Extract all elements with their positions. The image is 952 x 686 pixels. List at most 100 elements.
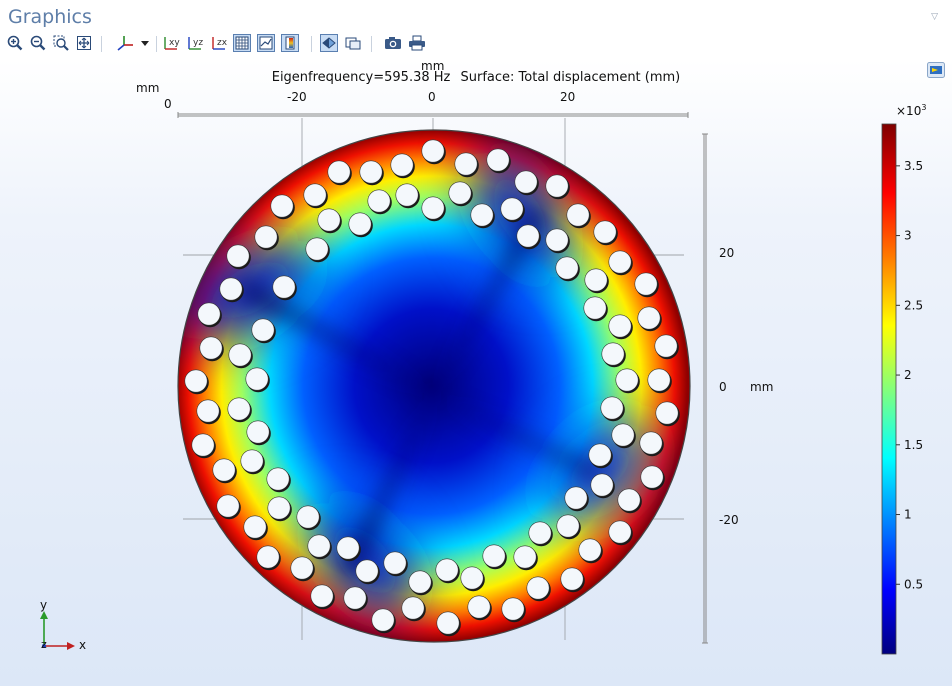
- hole-shadow: [601, 398, 625, 422]
- hole: [197, 302, 221, 326]
- displacement-surface: [178, 130, 690, 642]
- view-yz-icon[interactable]: yz: [187, 34, 209, 52]
- hole: [584, 268, 608, 292]
- hole: [564, 486, 588, 510]
- hole: [401, 596, 425, 620]
- right-axis: [702, 133, 708, 644]
- hole-shadow: [616, 370, 640, 394]
- transparency-icon[interactable]: [320, 34, 338, 52]
- triad-y-label: y: [40, 598, 48, 612]
- graphics-settings-icon[interactable]: [927, 62, 945, 78]
- hole: [578, 538, 602, 562]
- hole-shadow: [589, 445, 613, 469]
- hole-shadow: [565, 488, 589, 512]
- view-xy-icon[interactable]: xy: [163, 34, 185, 52]
- hole-shadow: [656, 403, 680, 427]
- plot-title: Eigenfrequency=595.38 Hz Surface: Total …: [0, 70, 952, 85]
- dropdown-arrow-icon[interactable]: [139, 34, 151, 52]
- hole: [545, 228, 569, 252]
- hole: [601, 342, 625, 366]
- hole: [608, 520, 632, 544]
- colorbar-tick-label: 1.5: [904, 438, 923, 452]
- colorbar-tick-label: 1: [904, 508, 912, 522]
- hole: [216, 494, 240, 518]
- hole-shadow: [546, 230, 570, 254]
- hole: [608, 250, 632, 274]
- hole: [639, 431, 663, 455]
- hole-shadow: [267, 469, 291, 493]
- hole: [266, 467, 290, 491]
- collapse-chevron-icon[interactable]: ▽: [931, 12, 938, 22]
- print-icon[interactable]: [408, 34, 426, 52]
- hole: [348, 212, 372, 236]
- hole-shadow: [241, 451, 265, 475]
- hole-shadow: [648, 370, 672, 394]
- hole: [588, 443, 612, 467]
- hole-shadow: [655, 336, 679, 360]
- hole: [307, 534, 331, 558]
- view-zx-icon[interactable]: zx: [211, 34, 233, 52]
- hole-shadow: [268, 498, 292, 522]
- hole: [590, 473, 614, 497]
- hole-shadow: [185, 371, 209, 395]
- zoom-box-icon[interactable]: [52, 34, 70, 52]
- hole-shadow: [198, 304, 222, 328]
- hole-shadow: [391, 155, 415, 179]
- hole: [336, 536, 360, 560]
- hole-shadow: [308, 536, 332, 560]
- hole-shadow: [546, 176, 570, 200]
- surface-expression-label: Surface: Total displacement (mm): [460, 70, 681, 85]
- hole: [355, 559, 379, 583]
- hole: [486, 148, 510, 172]
- color-legend-toggle-icon[interactable]: [281, 34, 299, 52]
- hole-shadow: [227, 246, 251, 270]
- hole-shadow: [273, 277, 297, 301]
- hole: [383, 551, 407, 575]
- hole-shadow: [556, 258, 580, 282]
- grid-toggle-icon[interactable]: [233, 34, 251, 52]
- hole-shadow: [635, 274, 659, 298]
- x-tick-label: -20: [287, 90, 307, 104]
- hole: [256, 545, 280, 569]
- hole: [226, 244, 250, 268]
- hole-shadow: [337, 538, 361, 562]
- hole: [251, 318, 275, 342]
- hole-shadow: [271, 196, 295, 220]
- y-tick-label: 0: [719, 380, 727, 394]
- axis-toggle-icon[interactable]: [257, 34, 275, 52]
- hole-shadow: [567, 205, 591, 229]
- view-options-icon[interactable]: [344, 34, 362, 52]
- hole: [272, 275, 296, 299]
- hole: [240, 449, 264, 473]
- hole-shadow: [502, 599, 526, 623]
- zoom-in-icon[interactable]: [6, 34, 24, 52]
- hole-shadow: [192, 435, 216, 459]
- camera-icon[interactable]: [384, 34, 402, 52]
- hole-shadow: [640, 433, 664, 457]
- hole: [270, 194, 294, 218]
- hole: [560, 567, 584, 591]
- hole: [555, 256, 579, 280]
- hole: [634, 272, 658, 296]
- zoom-out-icon[interactable]: [29, 34, 47, 52]
- hole-shadow: [517, 226, 541, 250]
- axis-orientation-icon[interactable]: [116, 34, 134, 52]
- hole: [640, 465, 664, 489]
- hole: [448, 181, 472, 205]
- hole-shadow: [557, 516, 581, 540]
- hole-shadow: [291, 558, 315, 582]
- zoom-extents-icon[interactable]: [75, 34, 93, 52]
- x-tick-label: 20: [560, 90, 576, 104]
- graphics-toolbar: xy yz zx: [6, 34, 446, 54]
- hole-shadow: [384, 553, 408, 577]
- hole-shadow: [255, 227, 279, 251]
- hole-shadow: [228, 399, 252, 423]
- hole: [212, 458, 236, 482]
- hole: [501, 597, 525, 621]
- hole: [219, 277, 243, 301]
- hole: [583, 296, 607, 320]
- colorbar-tick-label: 2.5: [904, 298, 923, 312]
- hole-shadow: [602, 344, 626, 368]
- hole-shadow: [229, 345, 253, 369]
